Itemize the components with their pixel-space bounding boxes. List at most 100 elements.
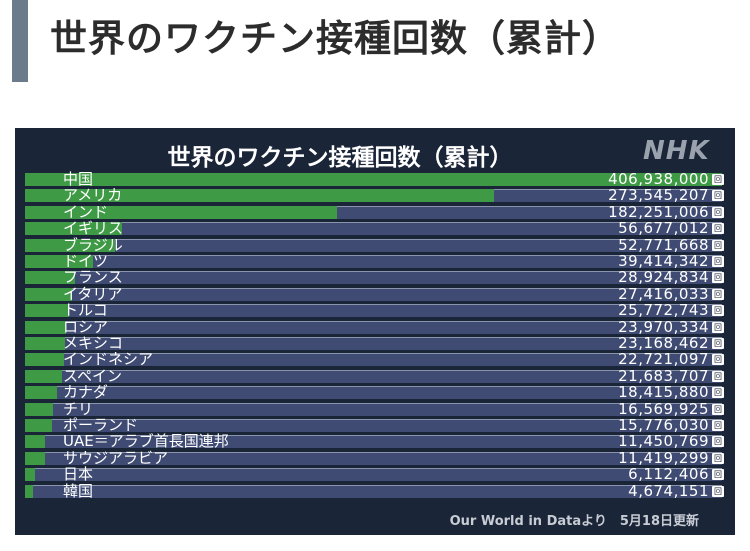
category-label: 韓国 <box>63 481 94 500</box>
unit-badge: 回 <box>712 436 724 448</box>
category-label: 日本 <box>63 465 94 484</box>
bar-track <box>25 255 722 268</box>
unit-badge: 回 <box>712 223 724 235</box>
category-label: UAE＝アラブ首長国連邦 <box>63 432 229 451</box>
category-label: サウジアラビア <box>63 448 169 467</box>
bar-track <box>25 386 722 400</box>
category-label: メキシコ <box>63 334 124 352</box>
bar-row: カナダ 18,415,880 回 <box>25 383 725 402</box>
bar <box>25 451 45 465</box>
bar <box>25 320 67 334</box>
value-label: 39,414,342 <box>618 252 709 270</box>
bar-track <box>25 369 722 383</box>
value-label: 182,251,006 <box>608 202 709 221</box>
bar-row: ブラジル 52,771,668 回 <box>25 235 725 254</box>
unit-badge: 回 <box>712 206 724 218</box>
unit-badge: 回 <box>712 387 724 399</box>
category-label: ポーランド <box>63 416 139 434</box>
bar-row: ロシア 23,970,334 回 <box>25 317 725 336</box>
bar <box>25 304 70 318</box>
value-label: 23,970,334 <box>618 317 709 336</box>
bar <box>25 205 338 219</box>
unit-badge: 回 <box>712 469 724 481</box>
bar-track <box>25 337 722 350</box>
value-label: 21,683,707 <box>618 366 709 385</box>
value-label: 11,450,769 <box>618 432 709 451</box>
value-label: 52,771,668 <box>618 235 709 254</box>
bar-track <box>25 222 722 236</box>
value-label: 15,776,030 <box>618 416 709 434</box>
unit-badge: 回 <box>712 288 724 300</box>
bar <box>25 468 36 482</box>
unit-badge: 回 <box>712 272 724 284</box>
bar-row: スペイン 21,683,707 回 <box>25 366 725 385</box>
unit-badge: 回 <box>712 239 724 251</box>
category-label: インドネシア <box>63 350 154 369</box>
value-label: 25,772,743 <box>618 301 709 320</box>
bar-track <box>25 271 722 285</box>
unit-badge: 回 <box>712 338 724 349</box>
unit-badge: 回 <box>712 420 724 431</box>
page-title: 世界のワクチン接種回数（累計） <box>50 17 620 60</box>
bar-row: イギリス 56,677,012 回 <box>25 219 725 238</box>
bar <box>25 222 123 236</box>
unit-badge: 回 <box>712 190 724 202</box>
source-note: Our World in Dataより 5月18日更新 <box>449 514 699 529</box>
value-label: 23,168,462 <box>618 334 709 352</box>
unit-badge: 回 <box>712 321 724 333</box>
unit-badge: 回 <box>712 485 724 497</box>
bar <box>25 238 116 252</box>
bar <box>25 255 93 268</box>
bar-track <box>25 353 722 367</box>
bar-row: フランス 28,924,834 回 <box>25 268 725 287</box>
bar-row: アメリカ 273,545,207 回 <box>25 186 725 205</box>
bar-row: サウジアラビア 11,419,299 回 <box>25 448 725 467</box>
bar-row: メキシコ 23,168,462 回 <box>25 334 725 352</box>
bar-track <box>25 287 722 301</box>
category-label: イタリア <box>63 284 123 303</box>
bar-track <box>25 451 722 465</box>
bar-track <box>25 484 722 498</box>
bar <box>25 435 45 449</box>
category-label: インド <box>63 202 109 221</box>
value-label: 18,415,880 <box>618 383 709 402</box>
bar <box>25 287 72 301</box>
category-label: スペイン <box>63 366 122 385</box>
bar-track <box>25 468 722 482</box>
category-label: ロシア <box>63 317 109 336</box>
category-label: アメリカ <box>63 186 123 205</box>
bar-row: 韓国 4,674,151 回 <box>25 481 725 500</box>
unit-badge: 回 <box>712 370 724 382</box>
category-label: カナダ <box>63 383 109 402</box>
bar-row: ポーランド 15,776,030 回 <box>25 416 725 434</box>
value-label: 11,419,299 <box>618 448 709 467</box>
bar <box>25 402 54 416</box>
value-label: 27,416,033 <box>618 284 709 303</box>
bar-track <box>25 402 722 416</box>
nhk-logo: NHK <box>643 136 710 166</box>
unit-badge: 回 <box>712 354 724 366</box>
category-label: ドイツ <box>63 252 109 270</box>
value-label: 6,112,406 <box>628 465 709 484</box>
value-label: 273,545,207 <box>608 186 709 205</box>
bar-row: イタリア 27,416,033 回 <box>25 284 725 303</box>
bar <box>25 369 63 383</box>
value-label: 406,938,000 <box>608 170 709 188</box>
bar <box>25 419 53 432</box>
header-accent-bar <box>12 0 28 82</box>
category-label: ブラジル <box>63 235 123 254</box>
bar <box>25 386 57 400</box>
bar-row: UAE＝アラブ首長国連邦 11,450,769 回 <box>25 432 725 451</box>
bar-row: 中国 406,938,000 回 <box>25 170 725 188</box>
bar <box>25 271 75 285</box>
category-label: チリ <box>63 399 94 418</box>
bar-row: インドネシア 22,721,097 回 <box>25 350 725 369</box>
bar-track <box>25 435 722 449</box>
value-label: 4,674,151 <box>628 481 709 500</box>
value-label: 56,677,012 <box>618 219 709 238</box>
unit-badge: 回 <box>712 403 724 415</box>
bar-row: インド 182,251,006 回 <box>25 202 725 221</box>
bar <box>25 173 722 186</box>
value-label: 28,924,834 <box>618 268 709 287</box>
unit-badge: 回 <box>712 305 724 317</box>
